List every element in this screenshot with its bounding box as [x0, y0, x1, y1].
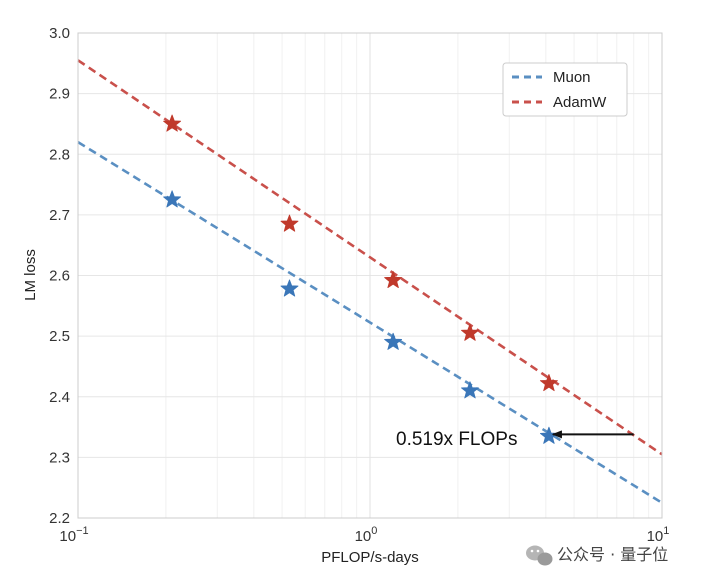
x-tick-label: 101: [647, 525, 670, 545]
data-point-muon: [461, 381, 479, 399]
y-tick-label: 2.5: [49, 328, 70, 345]
data-point-muon: [280, 279, 299, 297]
plot-frame: [77, 32, 663, 519]
data-point-adamw: [163, 114, 182, 132]
series-markers: [163, 114, 558, 444]
y-tick-label: 2.7: [49, 207, 70, 224]
y-tick-label: 2.6: [49, 268, 70, 285]
y-tick-label: 2.4: [49, 389, 70, 406]
watermark: 公众号 · 量子位: [526, 545, 668, 566]
data-point-adamw: [539, 374, 558, 392]
wechat-icon: [526, 545, 553, 566]
data-point-adamw: [280, 214, 299, 232]
y-tick-label: 3.0: [49, 25, 70, 42]
y-tick-label: 2.9: [49, 86, 70, 103]
legend-label-muon: Muon: [553, 69, 591, 86]
y-tick-label: 2.8: [49, 146, 70, 163]
data-point-adamw: [461, 323, 479, 341]
legend: Muon AdamW: [502, 62, 628, 117]
fit-line-muon: [77, 141, 663, 504]
y-tick-label: 2.3: [49, 449, 70, 466]
x-axis-label: PFLOP/s-days: [321, 549, 419, 566]
y-axis-label: LM loss: [22, 249, 39, 301]
watermark-text: 公众号 · 量子位: [557, 545, 668, 564]
x-axis-ticks: 10−1 100 101: [59, 525, 669, 545]
y-axis-ticks: 2.2 2.3 2.4 2.5 2.6 2.7 2.8 2.9 3.0: [49, 25, 70, 527]
x-tick-label: 100: [355, 525, 378, 545]
data-point-muon: [163, 190, 182, 208]
legend-box: [502, 62, 628, 117]
annotation: 0.519x FLOPs: [396, 429, 634, 450]
x-tick-label: 10−1: [59, 525, 88, 545]
annotation-label: 0.519x FLOPs: [396, 429, 517, 450]
data-point-adamw: [384, 270, 403, 289]
y-tick-label: 2.2: [49, 510, 70, 527]
legend-label-adamw: AdamW: [553, 94, 607, 111]
data-point-muon: [384, 332, 403, 350]
